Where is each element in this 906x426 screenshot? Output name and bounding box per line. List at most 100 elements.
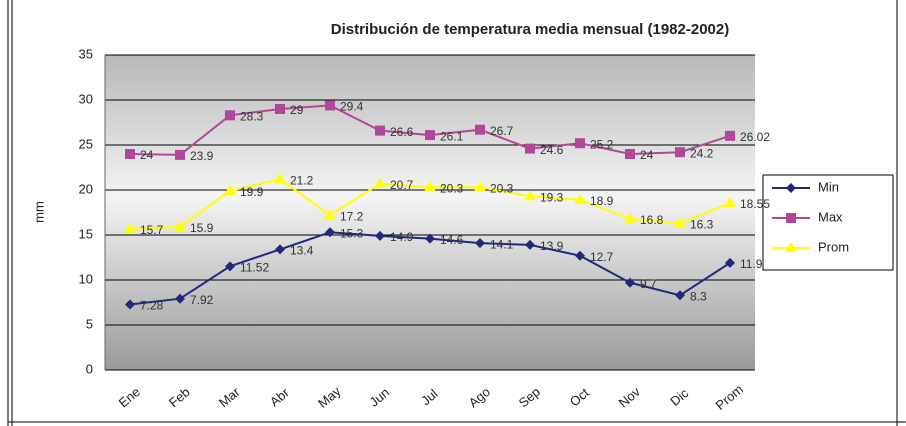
point xyxy=(425,233,435,244)
data-label: 14.6 xyxy=(440,233,464,247)
legend xyxy=(762,174,894,271)
data-label: 13.4 xyxy=(290,244,314,258)
y-tick-label: 10 xyxy=(79,271,93,286)
point xyxy=(524,190,536,201)
x-tick-label: Dic xyxy=(667,385,691,409)
data-label: 7.92 xyxy=(190,293,214,307)
data-label: 26.6 xyxy=(390,125,414,139)
point xyxy=(225,110,235,121)
x-tick-label: Abr xyxy=(267,385,293,410)
point xyxy=(574,193,586,204)
point xyxy=(575,250,585,261)
chart-title: Distribución de temperatura media mensua… xyxy=(331,21,729,38)
y-axis-label: mm xyxy=(31,201,46,223)
point xyxy=(786,183,796,193)
data-label: 15.7 xyxy=(140,223,164,237)
data-label: 19.9 xyxy=(240,185,264,199)
data-label: 21.2 xyxy=(290,173,314,187)
y-tick-label: 30 xyxy=(79,91,93,106)
data-label: 25.2 xyxy=(590,137,614,151)
data-label: 20.7 xyxy=(390,178,414,192)
data-label: 28.3 xyxy=(240,109,264,123)
x-tick-label: May xyxy=(315,383,344,411)
x-tick-label: Sep xyxy=(516,384,543,410)
data-label: 17.2 xyxy=(340,209,364,223)
x-tick-label: Ago xyxy=(466,384,493,410)
point xyxy=(525,143,535,154)
x-tick-label: Prom xyxy=(713,381,746,412)
data-label: 24.2 xyxy=(690,146,714,160)
point xyxy=(625,149,635,159)
data-label: 15.9 xyxy=(190,221,214,235)
data-label: 12.7 xyxy=(590,250,614,264)
data-label: 11.52 xyxy=(240,260,269,274)
x-tick-label: Mar xyxy=(216,384,243,410)
data-label: 14.9 xyxy=(390,230,414,244)
point xyxy=(725,257,735,268)
point xyxy=(725,130,735,141)
point xyxy=(375,230,385,241)
point xyxy=(325,227,335,238)
data-label: 18.9 xyxy=(590,194,614,208)
point xyxy=(425,130,435,141)
point xyxy=(275,104,285,114)
data-label: 20.3 xyxy=(440,181,464,195)
point xyxy=(525,239,535,250)
data-label: 16.3 xyxy=(690,217,714,231)
point xyxy=(225,261,235,272)
plot-area xyxy=(105,55,755,370)
point xyxy=(624,212,636,223)
y-tick-label: 35 xyxy=(79,46,93,61)
y-tick-label: 5 xyxy=(86,316,93,331)
data-label: 24.6 xyxy=(540,143,564,157)
point xyxy=(785,242,797,252)
data-label: 29.4 xyxy=(340,100,364,114)
data-label: 18.55 xyxy=(740,197,770,211)
data-label: 26.02 xyxy=(740,130,770,144)
point xyxy=(175,149,185,160)
point xyxy=(675,290,685,301)
data-label: 8.3 xyxy=(690,289,707,303)
data-label: 13.9 xyxy=(540,239,564,253)
legend-label: Max xyxy=(818,209,843,224)
point xyxy=(575,138,585,149)
data-label: 26.1 xyxy=(440,129,464,143)
data-label: 24 xyxy=(640,148,654,162)
data-label: 20.3 xyxy=(490,181,514,195)
point xyxy=(674,217,686,228)
point xyxy=(174,220,186,231)
x-tick-label: Ene xyxy=(116,384,143,410)
legend-label: Prom xyxy=(818,239,849,254)
data-label: 16.8 xyxy=(640,213,664,227)
y-tick-label: 25 xyxy=(79,136,93,151)
point xyxy=(175,293,185,304)
data-label: 7.28 xyxy=(140,299,164,313)
point xyxy=(475,238,485,249)
x-tick-label: Jul xyxy=(418,386,440,408)
point xyxy=(475,124,485,135)
point xyxy=(125,299,135,310)
data-label: 24 xyxy=(140,148,154,162)
point xyxy=(275,244,285,255)
point xyxy=(124,222,136,233)
point xyxy=(325,100,335,111)
x-tick-label: Oct xyxy=(567,385,592,410)
y-tick-label: 20 xyxy=(79,181,93,196)
x-tick-label: Nov xyxy=(616,384,644,411)
y-tick-label: 0 xyxy=(86,361,93,376)
x-tick-label: Feb xyxy=(166,384,193,410)
legend-label: Min xyxy=(818,179,839,194)
data-label: 14.1 xyxy=(490,237,514,251)
point xyxy=(424,181,436,192)
data-label: 11.9 xyxy=(740,257,763,271)
data-label: 9.7 xyxy=(640,277,657,291)
data-label: 26.7 xyxy=(490,124,514,138)
point xyxy=(374,177,386,188)
data-label: 15.3 xyxy=(340,226,364,240)
data-label: 29 xyxy=(290,103,304,117)
data-label: 19.3 xyxy=(540,190,564,204)
y-tick-label: 15 xyxy=(79,226,93,241)
point xyxy=(224,184,236,195)
point xyxy=(474,181,486,192)
